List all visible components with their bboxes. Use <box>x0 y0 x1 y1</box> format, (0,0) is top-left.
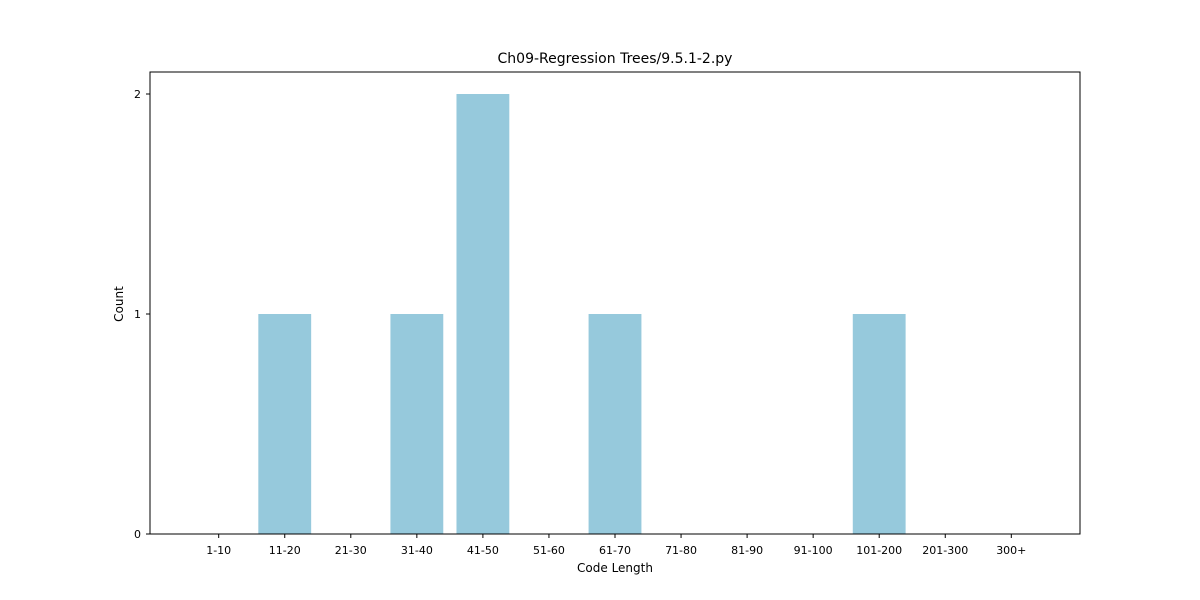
x-tick-label: 21-30 <box>335 544 367 557</box>
x-tick-label: 31-40 <box>401 544 433 557</box>
bar-61-70 <box>588 314 642 534</box>
x-tick-label: 41-50 <box>467 544 499 557</box>
x-tick-label: 1-10 <box>206 544 231 557</box>
bar-101-200 <box>852 314 906 534</box>
x-axis-label: Code Length <box>577 561 653 575</box>
y-axis-label: Count <box>112 286 126 322</box>
x-tick-label: 91-100 <box>794 544 833 557</box>
bars-group <box>258 94 906 534</box>
x-tick-label: 300+ <box>996 544 1026 557</box>
x-axis: 1-10 11-20 21-30 31-40 41-50 51-60 61-70 71-80 8… <box>206 534 1026 557</box>
x-tick-label: 201-300 <box>922 544 968 557</box>
y-axis: 0 1 2 <box>134 88 150 541</box>
x-tick-label: 11-20 <box>269 544 301 557</box>
x-tick-label: 71-80 <box>665 544 697 557</box>
y-tick-label: 2 <box>134 88 141 101</box>
x-tick-label: 51-60 <box>533 544 565 557</box>
bar-41-50 <box>456 94 510 534</box>
bar-11-20 <box>258 314 312 534</box>
x-tick-label: 101-200 <box>856 544 902 557</box>
y-tick-label: 1 <box>134 308 141 321</box>
x-tick-label: 61-70 <box>599 544 631 557</box>
bar-31-40 <box>390 314 444 534</box>
x-tick-label: 81-90 <box>731 544 763 557</box>
chart-title: Ch09-Regression Trees/9.5.1-2.py <box>498 51 733 67</box>
y-tick-label: 0 <box>134 528 141 541</box>
